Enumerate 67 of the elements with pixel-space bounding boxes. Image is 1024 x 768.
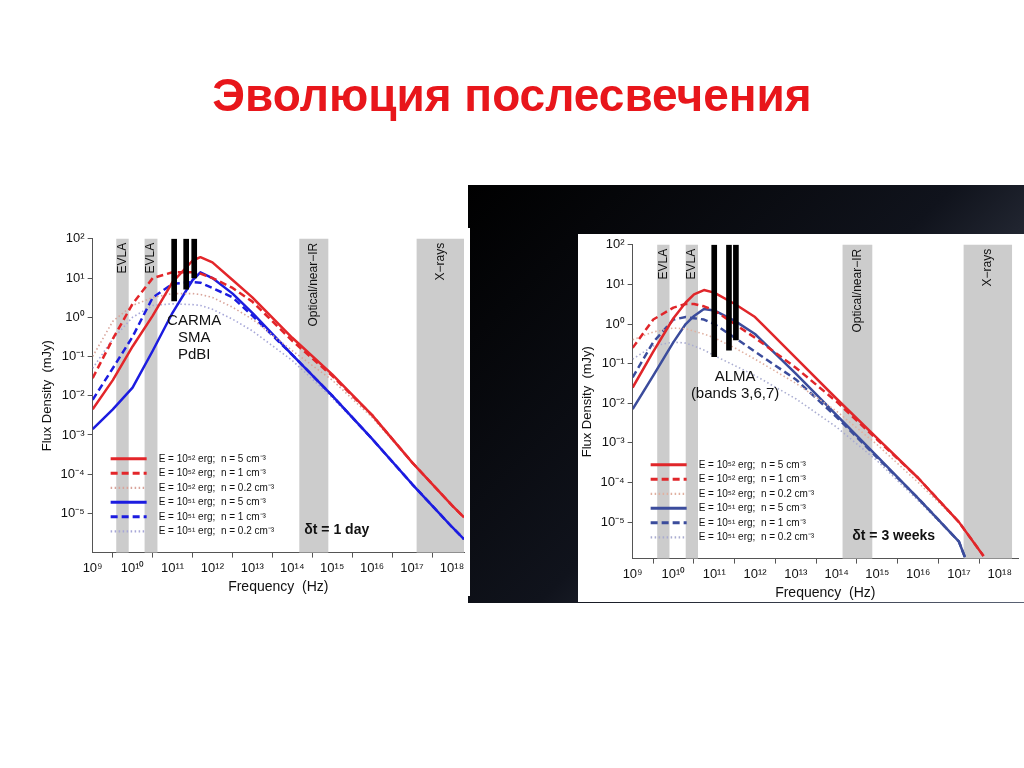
y-tick-label: 10⁻² [61,387,86,403]
legend-label: E = 10⁵¹ erg; n = 0.2 cm⁻³ [698,531,815,543]
x-tick-label: 10¹⁶ [360,559,385,575]
x-tick-label: 10¹⁸ [439,559,465,575]
legend-label: E = 10⁵¹ erg; n = 1 cm⁻³ [698,516,807,528]
x-tick-label: 10¹² [200,559,225,575]
legend-label: E = 10⁵² erg; n = 5 cm⁻³ [698,458,807,470]
x-tick-label: 10¹³ [240,559,265,575]
x-axis-title: Frequency (Hz) [775,584,876,601]
x-tick-label: 10⁹ [82,559,103,575]
y-tick-label: 10⁻³ [61,426,86,442]
x-tick-label: 10¹² [743,565,768,581]
y-axis-title: Flux Density (mJy) [39,340,55,452]
y-tick-label: 10⁻⁴ [60,465,85,481]
x-tick-label: 10¹⁵ [865,565,890,581]
x-tick-label: 10¹⁰ [120,559,145,575]
band-label: EVLA [114,242,129,274]
x-axis-title: Frequency (Hz) [228,578,329,595]
x-tick-label: 10¹⁴ [280,559,305,575]
legend-label: E = 10⁵² erg; n = 1 cm⁻³ [158,467,267,479]
annotation: ALMA [714,366,756,384]
x-tick-label: 10¹⁴ [824,565,849,581]
chart-title: Эволюция послесвечения [211,68,813,122]
y-tick-label: 10² [605,236,626,252]
x-tick-label: 10¹¹ [160,559,185,575]
y-tick-label: 10⁰ [605,315,625,331]
y-tick-label: 10² [65,230,86,246]
y-tick-label: 10⁻⁴ [600,474,625,490]
x-tick-label: 10¹⁷ [400,559,425,575]
legend-label: E = 10⁵² erg; n = 0.2 cm⁻³ [158,481,275,493]
legend-label: E = 10⁵² erg; n = 1 cm⁻³ [698,473,807,485]
annotation: PdBI [177,345,211,363]
y-tick-label: 10⁻¹ [601,355,626,371]
y-axis-title: Flux Density (mJy) [579,346,595,458]
y-tick-label: 10⁻³ [601,434,626,450]
legend-label: E = 10⁵¹ erg; n = 0.2 cm⁻³ [158,525,275,537]
band-label: EVLA [655,248,670,280]
annotation: (bands 3,6,7) [690,383,780,401]
y-tick-label: 10⁻² [601,394,626,410]
x-tick-label: 10¹⁸ [987,565,1012,581]
band-label: EVLA [684,248,699,280]
band-label: EVLA [143,242,158,274]
x-tick-label: 10¹¹ [702,565,727,581]
x-tick-label: 10¹³ [784,565,809,581]
legend-label: E = 10⁵¹ erg; n = 5 cm⁻³ [698,502,807,514]
y-tick-label: 10⁻¹ [61,348,86,364]
y-tick-label: 10¹ [65,269,86,285]
band-label: X−rays [432,242,447,281]
x-tick-label: 10¹⁷ [947,565,972,581]
band-label: X−rays [980,248,995,287]
annotation: δt = 1 day [304,521,370,538]
x-tick-label: 10⁹ [622,565,643,581]
legend-label: E = 10⁵² erg; n = 5 cm⁻³ [158,452,267,464]
y-tick-label: 10⁻⁵ [60,504,85,520]
y-tick-label: 10⁻⁵ [600,513,625,529]
legend-label: E = 10⁵¹ erg; n = 5 cm⁻³ [158,496,267,508]
legend-label: E = 10⁵² erg; n = 0.2 cm⁻³ [698,487,815,499]
band-label: Optical/near−IR [306,242,321,327]
legend-label: E = 10⁵¹ erg; n = 1 cm⁻³ [158,510,267,522]
annotation: SMA [177,328,211,346]
band-label: Optical/near−IR [849,248,864,333]
x-tick-label: 10¹⁶ [906,565,931,581]
y-tick-label: 10¹ [605,276,626,291]
annotation: δt = 3 weeks [852,527,936,544]
y-tick-label: 10⁰ [65,308,85,324]
x-tick-label: 10¹⁵ [320,559,345,575]
x-tick-label: 10¹⁰ [661,565,686,581]
